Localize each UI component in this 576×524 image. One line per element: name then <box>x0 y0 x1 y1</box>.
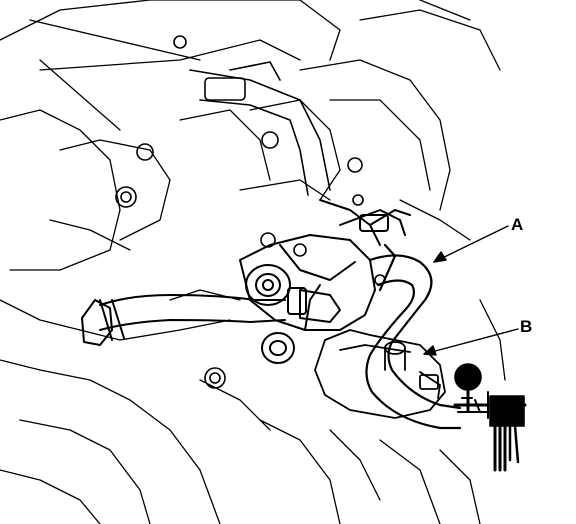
leader-line-b <box>423 328 519 355</box>
callout-label-b: B <box>520 317 533 336</box>
upper-pipe <box>189 61 331 196</box>
leader-arrow-b <box>423 345 437 356</box>
leader-arrow-a <box>433 251 447 263</box>
bolt-fittings <box>115 35 386 389</box>
callout-leaders <box>423 225 519 356</box>
vacuum-tester-tool <box>453 363 527 472</box>
hose-a <box>365 243 462 430</box>
bracket-b <box>314 329 446 419</box>
component-housing <box>239 199 411 364</box>
callout-label-a: A <box>511 215 524 234</box>
engine-block-outline <box>0 0 506 524</box>
leader-line-a <box>433 225 509 263</box>
left-hose <box>81 287 307 346</box>
